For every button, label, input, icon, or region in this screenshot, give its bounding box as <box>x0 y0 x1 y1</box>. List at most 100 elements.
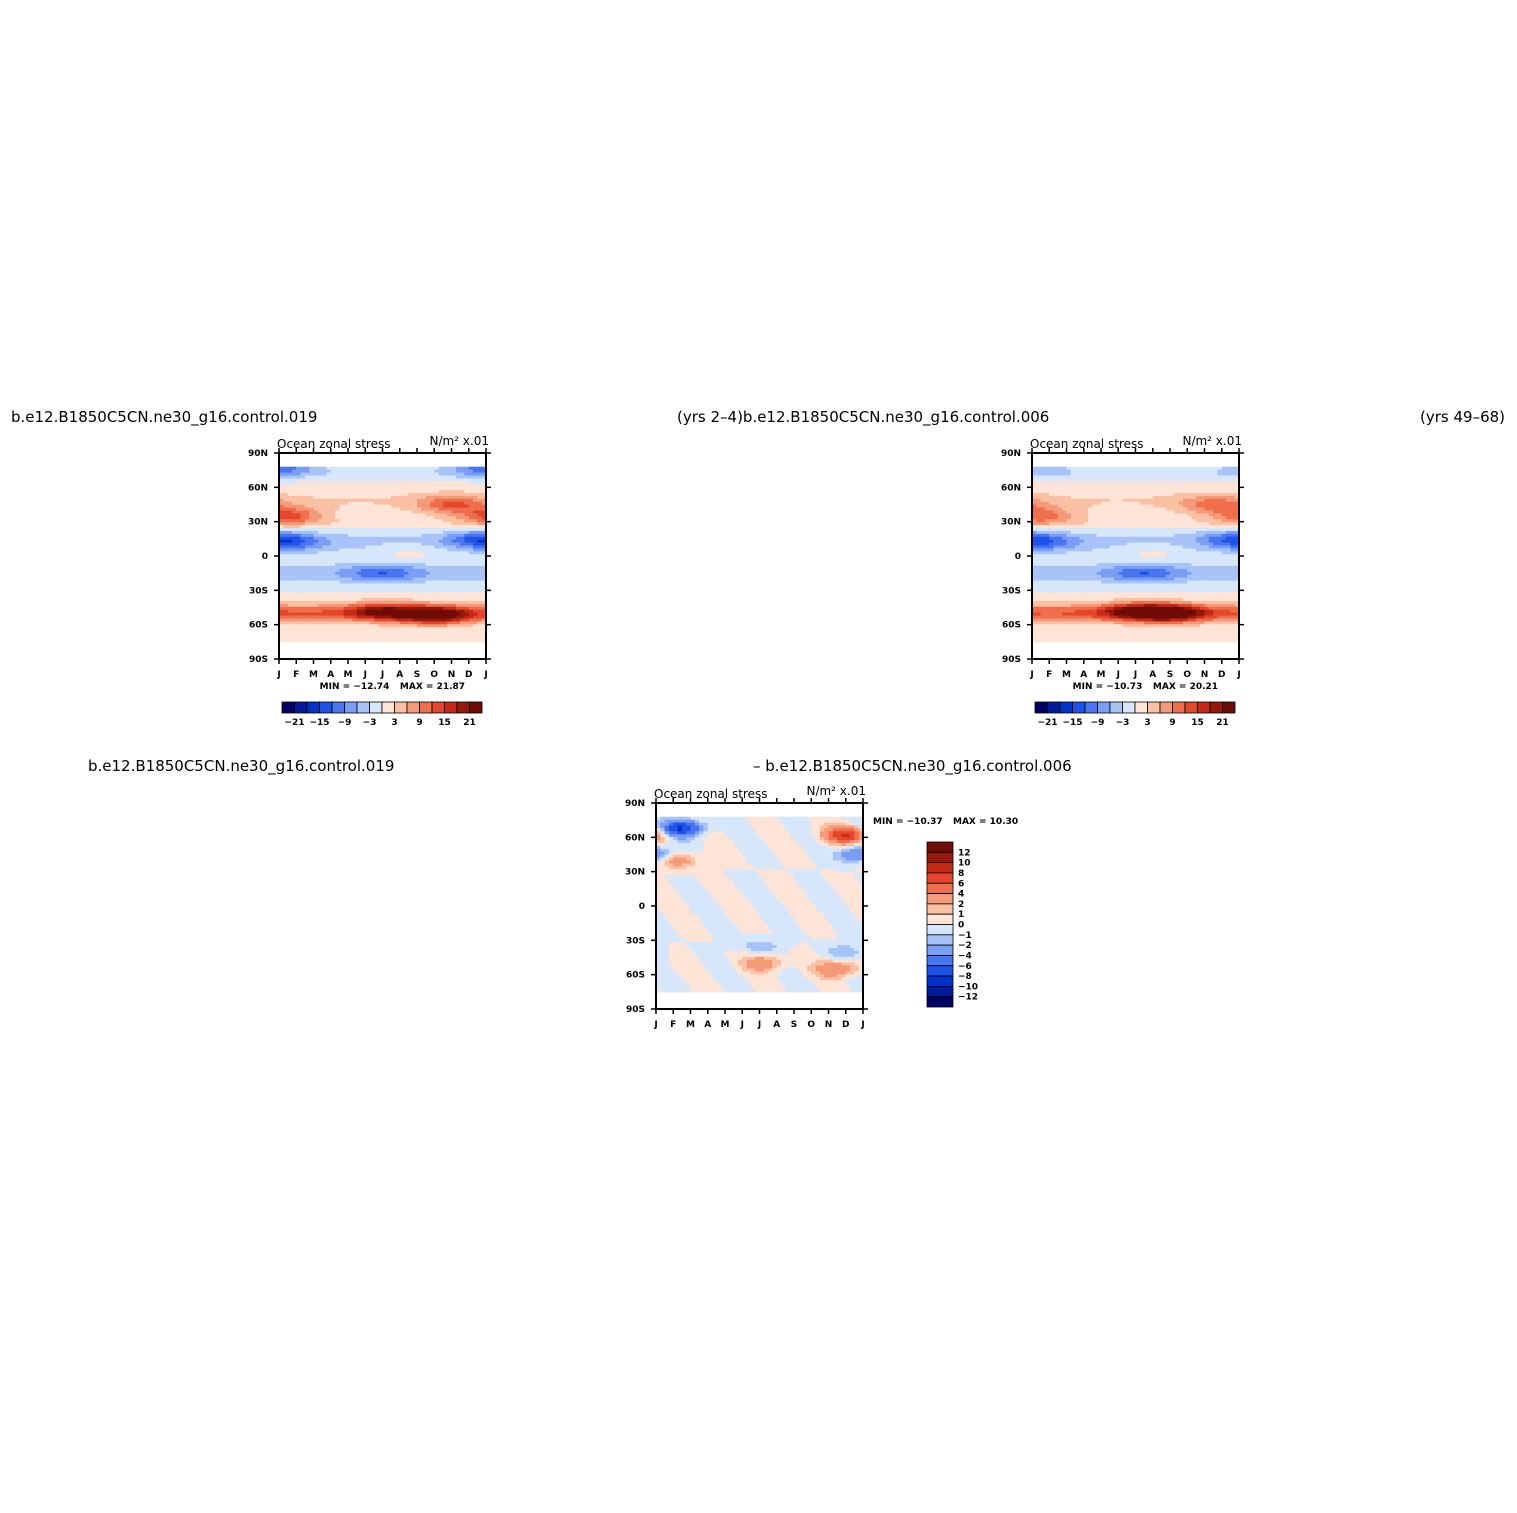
heatmap-cell <box>279 469 284 474</box>
heatmap-cell <box>477 507 483 512</box>
heatmap-cell <box>1092 563 1098 567</box>
heatmap-cell <box>451 492 457 497</box>
heatmap-cell <box>1079 478 1085 482</box>
heatmap-cell <box>356 545 362 550</box>
heatmap-cell <box>442 580 448 585</box>
heatmap-cell <box>1109 513 1115 517</box>
heatmap-cell <box>283 603 289 608</box>
heatmap-cell <box>335 484 340 488</box>
heatmap-cell <box>464 539 470 544</box>
heatmap-cell <box>356 609 362 614</box>
heatmap-cell <box>1053 551 1059 555</box>
heatmap-cell <box>1182 554 1188 558</box>
heatmap-cell <box>1088 504 1093 509</box>
heatmap-cell <box>356 481 362 485</box>
heatmap-cell <box>1161 495 1167 500</box>
heatmap-cell <box>326 484 332 488</box>
heatmap-cell <box>343 574 349 579</box>
heatmap-cell <box>317 589 323 593</box>
heatmap-cell <box>464 612 470 617</box>
heatmap-cell <box>1178 545 1184 550</box>
heatmap-cell <box>1044 589 1050 593</box>
heatmap-cell <box>1191 490 1197 494</box>
heatmap-cell <box>412 554 418 558</box>
heatmap-cell <box>1195 577 1201 582</box>
heatmap-cell <box>442 513 448 517</box>
heatmap-cell <box>1109 577 1115 582</box>
heatmap-cell <box>300 618 306 623</box>
heatmap-cell <box>1044 516 1050 520</box>
heatmap-cell <box>1126 571 1132 576</box>
heatmap-cell <box>1144 565 1150 570</box>
heatmap-cell <box>1057 545 1063 550</box>
heatmap-cell <box>391 484 397 488</box>
heatmap-cell <box>425 565 431 570</box>
heatmap-cell <box>1221 507 1227 512</box>
heatmap-cell <box>1044 574 1050 579</box>
heatmap-cell <box>451 609 457 614</box>
heatmap-cell <box>455 606 461 611</box>
heatmap-cell <box>1036 568 1042 573</box>
heatmap-cell <box>1105 568 1111 573</box>
heatmap-cell <box>425 618 431 623</box>
heatmap-cell <box>339 571 345 576</box>
heatmap-cell <box>1170 490 1175 494</box>
heatmap-cell <box>343 498 349 503</box>
heatmap-cell <box>1135 516 1141 520</box>
heatmap-cell <box>386 609 392 614</box>
heatmap-cell <box>1148 530 1154 535</box>
heatmap-cell <box>412 630 418 634</box>
heatmap-cell <box>1062 580 1068 585</box>
heatmap-cell <box>322 557 328 561</box>
heatmap-cell <box>304 600 310 605</box>
heatmap-cell <box>356 501 362 506</box>
heatmap-cell <box>1040 530 1046 535</box>
heatmap-cell <box>1182 522 1188 526</box>
heatmap-cell <box>382 624 388 628</box>
heatmap-cell <box>1131 487 1137 491</box>
heatmap-cell <box>1195 475 1201 480</box>
heatmap-cell <box>395 563 401 567</box>
heatmap-cell <box>287 501 293 506</box>
heatmap-cell <box>1174 498 1180 503</box>
heatmap-cell <box>412 627 418 631</box>
heatmap-cell <box>438 519 444 523</box>
heatmap-cell <box>1079 557 1085 561</box>
heatmap-cell <box>1148 568 1154 573</box>
heatmap-cell <box>360 548 366 552</box>
heatmap-cell <box>291 618 297 623</box>
heatmap-cell <box>283 530 289 535</box>
heatmap-cell <box>373 627 379 631</box>
heatmap-cell <box>296 516 302 520</box>
heatmap-cell <box>429 609 435 614</box>
heatmap-cell <box>386 592 392 596</box>
heatmap-cell <box>1148 577 1154 582</box>
heatmap-cell <box>369 536 375 541</box>
heatmap-cell <box>451 545 457 550</box>
heatmap-cell <box>442 592 448 596</box>
heatmap-cell <box>395 466 401 471</box>
heatmap-cell <box>1139 478 1145 482</box>
heatmap-cell <box>429 624 435 628</box>
heatmap-cell <box>1230 466 1236 471</box>
heatmap-cell <box>481 522 487 526</box>
heatmap-cell <box>1092 586 1098 590</box>
heatmap-cell <box>360 580 366 585</box>
heatmap-cell <box>1161 507 1167 512</box>
heatmap-cell <box>1122 580 1128 585</box>
heatmap-cell <box>330 583 336 587</box>
heatmap-cell <box>313 481 319 485</box>
heatmap-cell <box>429 630 435 634</box>
heatmap-cell <box>451 530 457 535</box>
heatmap-cell <box>339 501 345 506</box>
heatmap-cell <box>1204 530 1210 535</box>
heatmap-cell <box>1187 507 1193 512</box>
heatmap-cell <box>438 492 444 497</box>
y-tick-label: 0 <box>262 552 268 562</box>
heatmap-cell <box>1049 495 1055 500</box>
heatmap-cell <box>1139 519 1145 523</box>
heatmap-cell <box>304 560 310 564</box>
heatmap-cell <box>309 510 315 515</box>
heatmap-cell <box>481 536 487 541</box>
heatmap-cell <box>356 490 362 494</box>
